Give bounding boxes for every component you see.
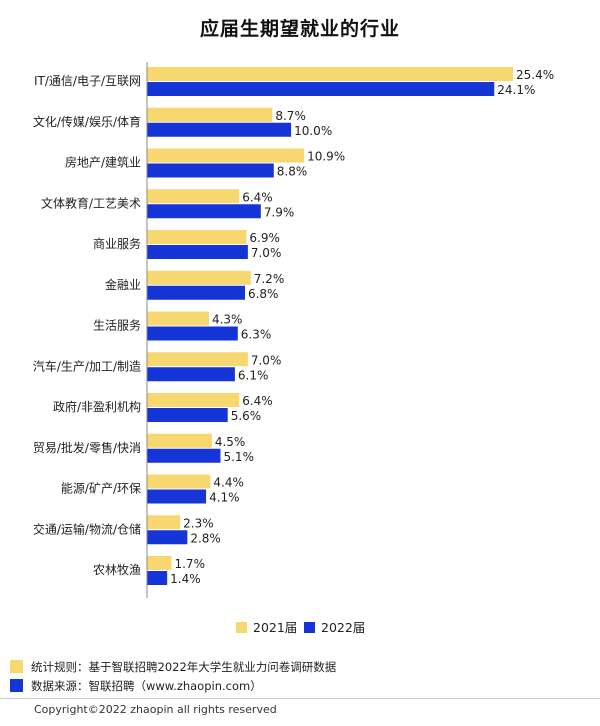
category-label: 交通/运输/物流/仓储 <box>33 521 141 536</box>
bar-2021 <box>147 393 240 407</box>
note-source-text: 数据来源：智联招聘（www.zhaopin.com） <box>31 679 262 693</box>
bar-2022 <box>147 122 292 137</box>
bar-2021 <box>147 515 181 530</box>
bar-2022 <box>147 530 188 545</box>
bar-2022 <box>147 245 248 259</box>
value-label-2022: 8.8% <box>277 165 308 179</box>
note-source: 数据来源：智联招聘（www.zhaopin.com） <box>10 678 262 694</box>
category-label: 贸易/批发/零售/快消 <box>33 440 141 455</box>
category-label: 生活服务 <box>93 318 141 333</box>
bar-2021 <box>147 311 209 326</box>
bar-2022 <box>147 285 245 300</box>
value-label-2022: 7.9% <box>264 205 295 219</box>
note-swatch-blue <box>10 679 23 692</box>
value-label-2022: 7.0% <box>251 246 282 260</box>
bar-2022 <box>147 82 495 96</box>
bar-2021 <box>147 189 240 204</box>
legend-label-2022: 2022届 <box>321 620 366 635</box>
category-label: 文体教育/工艺美术 <box>41 195 141 210</box>
bar-2021 <box>147 556 172 570</box>
category-label: 能源/矿产/环保 <box>61 482 141 496</box>
bar-2022 <box>147 163 274 178</box>
bar-2022 <box>147 204 261 219</box>
value-label-2022: 2.8% <box>190 531 221 545</box>
legend-swatch-2021 <box>236 622 247 633</box>
bar-2021 <box>147 270 251 285</box>
value-label-2021: 8.7% <box>275 109 306 123</box>
bar-2021 <box>147 352 248 367</box>
value-label-2021: 10.9% <box>307 150 345 164</box>
bar-2022 <box>147 489 207 504</box>
bar-2021 <box>147 230 247 244</box>
category-label: 汽车/生产/加工/制造 <box>33 358 141 373</box>
value-label-2021: 6.4% <box>242 190 272 204</box>
value-label-2021: 4.4% <box>213 476 244 490</box>
bar-2021 <box>147 67 513 81</box>
bar-2022 <box>147 367 235 382</box>
value-label-2022: 5.1% <box>223 450 254 464</box>
category-label: 政府/非盈利机构 <box>53 399 141 414</box>
value-label-2021: 4.3% <box>212 313 243 327</box>
value-label-2021: 7.0% <box>251 353 282 367</box>
category-label: 文化/传媒/娱乐/体育 <box>33 114 141 129</box>
legend-item-2021: 2021届 <box>236 617 297 636</box>
note-rule-text: 统计规则：基于智联招聘2022年大学生就业力问卷调研数据 <box>31 660 337 674</box>
bar-chart: IT/通信/电子/互联网 25.4%24.1%文化/传媒/娱乐/体育 8.7%10.… <box>33 62 554 598</box>
category-label: IT/通信/电子/互联网 <box>34 74 141 88</box>
bar-2022 <box>147 408 228 422</box>
bar-2021 <box>147 107 273 122</box>
bar-2021 <box>147 148 305 163</box>
legend-label-2021: 2021届 <box>253 620 298 635</box>
value-label-2021: 2.3% <box>183 516 214 530</box>
bar-2021 <box>147 474 211 489</box>
value-label-2021: 25.4% <box>516 68 554 82</box>
category-label: 房地产/建筑业 <box>65 155 141 170</box>
bar-2022 <box>147 448 221 463</box>
legend-item-2022: 2022届 <box>304 617 365 636</box>
bar-2022 <box>147 326 238 341</box>
value-label-2022: 6.8% <box>248 287 279 301</box>
category-label: 金融业 <box>105 277 141 292</box>
bar-2021 <box>147 433 212 448</box>
footer-divider <box>0 698 600 699</box>
value-label-2022: 4.1% <box>209 491 240 505</box>
copyright-text: Copyright©2022 zhaopin all rights reserv… <box>34 703 277 716</box>
value-label-2022: 6.3% <box>241 328 272 342</box>
chart-title: 应届生期望就业的行业 <box>199 18 400 40</box>
bar-2022 <box>147 571 168 585</box>
value-label-2021: 4.5% <box>215 435 246 449</box>
category-label: 商业服务 <box>93 236 141 251</box>
value-label-2021: 6.4% <box>242 394 272 408</box>
value-label-2022: 24.1% <box>497 83 535 97</box>
value-label-2021: 1.7% <box>174 557 205 571</box>
value-label-2021: 7.2% <box>254 272 285 286</box>
category-label: 农林牧渔 <box>93 563 141 577</box>
value-label-2021: 6.9% <box>249 231 280 245</box>
value-label-2022: 1.4% <box>170 572 201 586</box>
value-label-2022: 6.1% <box>238 368 269 382</box>
legend-swatch-2022 <box>304 622 315 633</box>
value-label-2022: 10.0% <box>294 124 332 138</box>
note-rule: 统计规则：基于智联招聘2022年大学生就业力问卷调研数据 <box>10 659 336 675</box>
note-swatch-yellow <box>10 660 23 673</box>
value-label-2022: 5.6% <box>231 409 262 423</box>
